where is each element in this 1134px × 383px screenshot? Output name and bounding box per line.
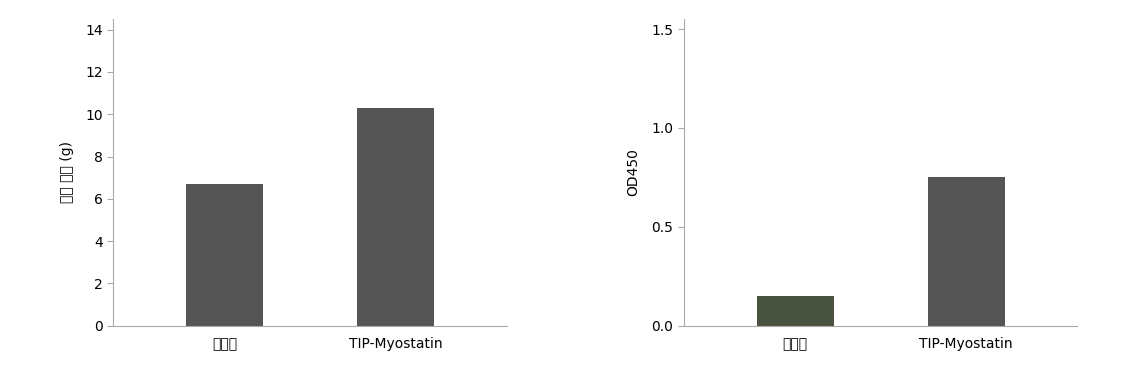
Bar bbox=[357, 108, 434, 326]
Bar bbox=[186, 184, 263, 326]
Y-axis label: 체중 변화 (g): 체중 변화 (g) bbox=[60, 141, 74, 203]
Bar bbox=[928, 177, 1005, 326]
Bar bbox=[756, 296, 833, 326]
Y-axis label: OD450: OD450 bbox=[626, 148, 641, 196]
